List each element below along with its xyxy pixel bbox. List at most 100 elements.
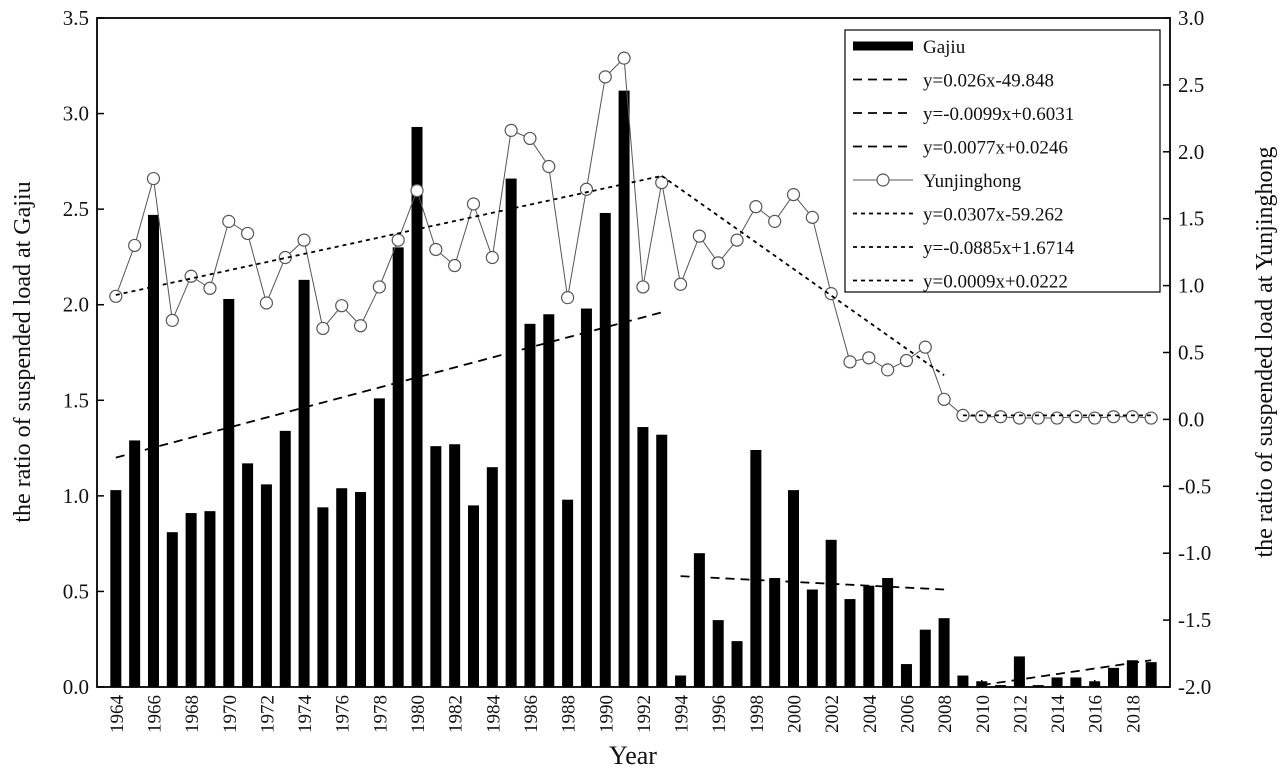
bar [279,430,291,687]
x-tick-label: 2010 [973,695,994,733]
point [335,299,349,313]
point [316,321,330,336]
y2-tick-label: -1.5 [1178,608,1211,632]
point [1144,411,1158,425]
point [297,233,311,247]
point [711,256,725,270]
point [504,123,518,137]
bar [995,685,1007,687]
point [561,291,575,305]
point [109,289,123,303]
trend-line [115,175,662,296]
point [1088,411,1102,425]
point [259,296,274,310]
bar [1032,685,1044,687]
bar [355,492,367,687]
bar [637,427,649,687]
plot-frame [96,17,1171,688]
bar [392,247,404,687]
bar [806,589,818,687]
x-tick-label: 1998 [747,695,768,733]
x-tick-label: 2014 [1048,695,1069,734]
x-tick-label: 1966 [144,695,165,733]
point [1106,410,1121,424]
point [146,171,161,186]
y2-tick-label: -1.0 [1178,541,1211,565]
x-tick-label: 1968 [182,695,203,733]
bar [430,446,442,687]
point [598,70,612,84]
y-tick-label: 0.0 [63,675,89,699]
bar [298,279,310,687]
x-tick-label: 1990 [596,695,617,733]
y2-tick-label: 0.0 [1178,407,1204,431]
point [730,233,744,247]
y-tick-label: 1.0 [63,484,89,508]
point [975,410,989,424]
point [1069,410,1083,424]
bar [825,539,837,687]
bar [938,618,950,687]
bar [524,323,536,687]
bar [242,463,254,687]
point [466,197,481,211]
bar [129,440,141,687]
point [165,313,179,327]
y2-tick-label: 1.5 [1178,207,1204,231]
bar [110,490,122,687]
x-tick-label: 1978 [370,695,391,733]
point [542,159,556,174]
legend-label: Yunjinghong [923,171,1022,192]
point [655,175,669,190]
point [391,233,405,247]
trend-line [115,311,662,459]
point [1031,411,1045,425]
bar [580,308,592,687]
legend-label: Gajiu [923,37,966,58]
point [353,319,368,333]
x-tick-label: 2004 [860,695,881,734]
bar [223,298,235,687]
point [523,131,537,146]
x-axis-label: Year [609,741,657,770]
point [899,353,914,368]
x-tick-label: 1994 [672,695,693,734]
bar [204,511,216,687]
x-tick-label: 1982 [446,695,467,733]
point [768,214,782,228]
y2-tick-label: 1.0 [1178,274,1204,298]
point [636,280,650,294]
x-tick-label: 1970 [220,695,241,733]
x-tick-label: 1964 [107,695,128,734]
bar [505,178,517,687]
bar [731,641,743,687]
bar [260,484,272,687]
x-tick-label: 1992 [634,695,655,733]
point [128,238,142,253]
y2-tick-label: 0.5 [1178,341,1204,365]
bar [486,467,498,687]
x-tick-label: 2006 [897,695,918,733]
bar [1051,677,1063,687]
bar [1145,662,1157,687]
x-tick-label: 2002 [822,695,843,733]
trend-line [680,575,945,591]
legend-label: y=0.0009x+0.0222 [923,272,1068,293]
bar [1013,656,1025,687]
x-tick-label: 1996 [709,695,730,733]
bar [336,488,348,687]
bar [1126,660,1138,687]
point [805,210,819,224]
bar [863,585,875,687]
legend-symbol [876,173,890,187]
bar [543,314,555,687]
bar [147,214,159,687]
point [240,226,255,241]
point [918,340,932,354]
bar [675,675,687,687]
x-tick-label: 1974 [295,695,316,734]
point [372,280,386,294]
y-tick-label: 3.0 [63,102,89,126]
x-tick-label: 1988 [559,695,580,733]
